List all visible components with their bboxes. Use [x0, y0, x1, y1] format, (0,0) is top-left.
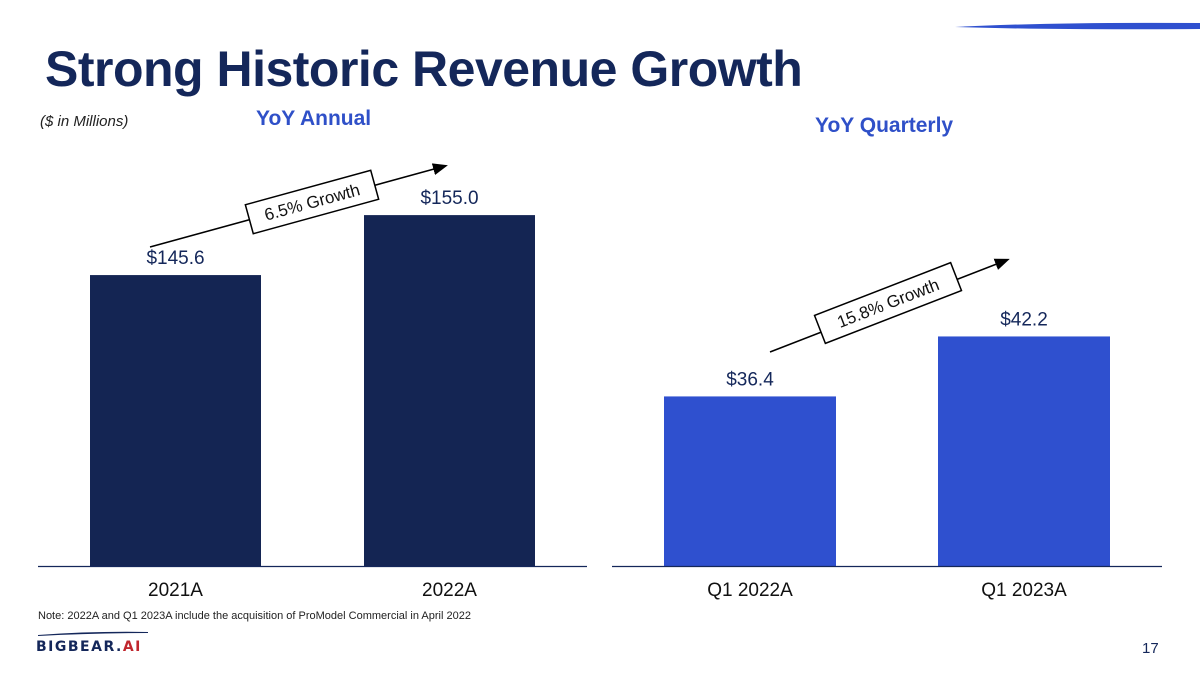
logo-text-accent: AI: [122, 639, 142, 655]
logo-swoosh-icon: [38, 631, 148, 636]
quarterly-category-label: Q1 2022A: [707, 580, 793, 601]
decorative-accent-line: [955, 22, 1200, 30]
page-number: 17: [1142, 640, 1159, 657]
annual-chart-title: YoY Annual: [256, 107, 372, 130]
units-label: ($ in Millions): [40, 113, 129, 130]
quarterly-chart-title: YoY Quarterly: [815, 114, 954, 137]
annual-data-label: $155.0: [420, 188, 478, 209]
footnote: Note: 2022A and Q1 2023A include the acq…: [38, 610, 471, 622]
annual-growth-annotation: 6.5% Growth: [244, 169, 380, 235]
company-logo: BIGBEAR.AI: [36, 630, 148, 656]
page-title: Strong Historic Revenue Growth: [45, 41, 803, 97]
quarterly-category-label: Q1 2023A: [981, 580, 1067, 601]
quarterly-data-label: $36.4: [726, 369, 774, 390]
quarterly-bar-q1-2022a: [664, 396, 836, 566]
quarterly-growth-annotation: 15.8% Growth: [813, 261, 963, 345]
quarterly-data-label: $42.2: [1000, 309, 1048, 330]
annual-bar-2021a: [90, 275, 261, 566]
annual-category-label: 2021A: [148, 580, 203, 601]
logo-text: BIGBEAR.: [36, 639, 123, 655]
quarterly-growth-box: [813, 261, 963, 345]
annual-bar-2022a: [364, 215, 535, 566]
annual-category-label: 2022A: [422, 580, 477, 601]
quarterly-bar-q1-2023a: [938, 336, 1110, 566]
annual-growth-box: [244, 169, 380, 235]
annual-data-label: $145.6: [146, 248, 204, 269]
